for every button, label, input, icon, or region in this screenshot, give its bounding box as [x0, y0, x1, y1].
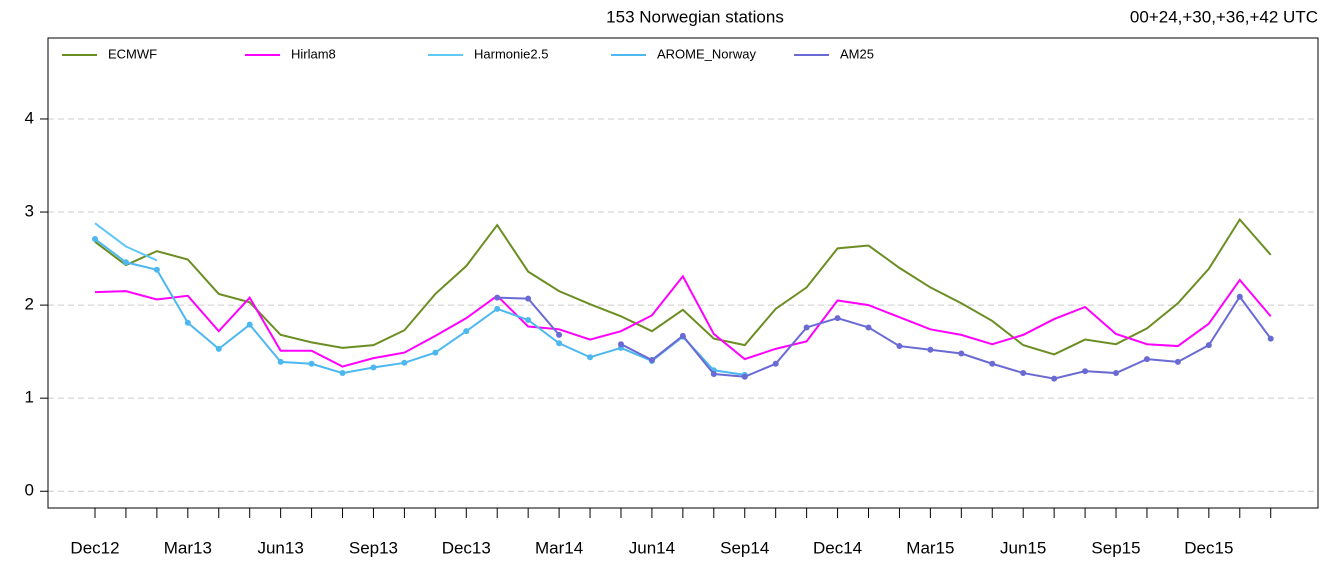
point	[1174, 358, 1181, 365]
point	[1113, 370, 1120, 377]
point	[958, 350, 965, 357]
point	[401, 359, 408, 366]
point	[153, 266, 160, 273]
x-tick-label: Sep13	[349, 538, 398, 557]
x-tick-label: Jun14	[629, 538, 675, 557]
point	[803, 324, 810, 331]
x-tick-label: Dec12	[70, 538, 119, 557]
x-tick-label: Dec14	[813, 538, 862, 557]
legend-label: Harmonie2.5	[474, 46, 548, 61]
series-line	[620, 294, 1272, 380]
point	[989, 360, 996, 367]
legend-label: Hirlam8	[291, 46, 336, 61]
x-tick-label: Jun15	[1000, 538, 1046, 557]
x-tick-label: Mar14	[535, 538, 583, 557]
y-tick-label: 3	[25, 202, 34, 221]
point	[1267, 335, 1274, 342]
point	[679, 332, 686, 339]
point	[339, 370, 346, 377]
x-tick-label: Mar13	[164, 538, 212, 557]
point	[648, 357, 655, 364]
legend-label: AROME_Norway	[657, 46, 756, 61]
point	[463, 328, 470, 335]
x-tick-label: Dec13	[442, 538, 491, 557]
point	[1205, 342, 1212, 349]
point	[525, 317, 532, 323]
legend-label: AM25	[840, 46, 874, 61]
point	[741, 373, 748, 380]
point	[122, 259, 129, 266]
point	[432, 349, 439, 356]
x-tick-label: Jun13	[257, 538, 303, 557]
point	[1082, 368, 1089, 375]
point	[494, 294, 501, 301]
series-line	[94, 217, 1272, 356]
y-tick-label: 1	[25, 388, 34, 407]
point	[494, 305, 501, 312]
point	[587, 354, 594, 361]
plot-frame	[47, 37, 1319, 509]
legend-label: ECMWF	[108, 46, 157, 61]
x-tick-label: Mar15	[906, 538, 954, 557]
point	[184, 319, 191, 326]
point	[308, 360, 315, 367]
point	[896, 343, 903, 350]
point	[865, 324, 872, 331]
series-line	[94, 238, 745, 376]
point	[710, 370, 717, 377]
x-tick-label: Sep15	[1091, 538, 1140, 557]
point	[525, 295, 532, 302]
point	[277, 358, 284, 365]
point	[1020, 370, 1027, 377]
point	[92, 236, 98, 243]
y-tick-label: 0	[25, 481, 34, 500]
y-tick-label: 4	[25, 108, 34, 127]
y-tick-label: 2	[25, 295, 34, 314]
point	[556, 331, 563, 338]
point	[1143, 356, 1150, 363]
x-tick-label: Dec15	[1184, 538, 1233, 557]
point	[1051, 375, 1058, 382]
point	[556, 340, 563, 347]
point	[834, 315, 841, 322]
point	[617, 341, 624, 348]
point	[246, 321, 253, 328]
chart-subtitle: 00+24,+30,+36,+42 UTC	[1130, 7, 1318, 26]
point	[215, 345, 222, 352]
chart-title: 153 Norwegian stations	[606, 7, 784, 26]
point	[370, 364, 377, 371]
x-tick-label: Sep14	[720, 538, 769, 557]
point	[927, 346, 934, 353]
point	[772, 360, 779, 367]
point	[1236, 293, 1243, 300]
series-line	[94, 222, 158, 262]
series-line	[94, 274, 1272, 368]
